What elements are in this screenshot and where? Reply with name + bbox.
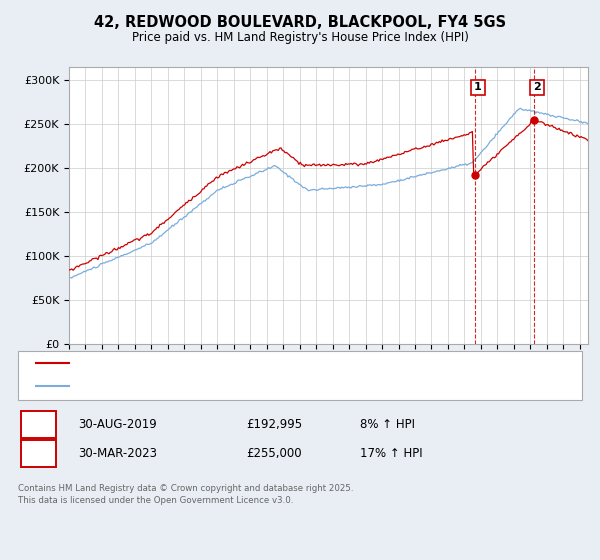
Text: Contains HM Land Registry data © Crown copyright and database right 2025.
This d: Contains HM Land Registry data © Crown c… (18, 484, 353, 505)
Text: 30-MAR-2023: 30-MAR-2023 (78, 447, 157, 460)
Text: 42, REDWOOD BOULEVARD, BLACKPOOL, FY4 5GS: 42, REDWOOD BOULEVARD, BLACKPOOL, FY4 5G… (94, 15, 506, 30)
Text: Price paid vs. HM Land Registry's House Price Index (HPI): Price paid vs. HM Land Registry's House … (131, 31, 469, 44)
Text: £192,995: £192,995 (246, 418, 302, 431)
Text: 30-AUG-2019: 30-AUG-2019 (78, 418, 157, 431)
Text: 8% ↑ HPI: 8% ↑ HPI (360, 418, 415, 431)
Text: 2: 2 (533, 82, 541, 92)
Text: 1: 1 (34, 418, 43, 431)
Text: HPI: Average price, detached house, Blackpool: HPI: Average price, detached house, Blac… (75, 381, 331, 391)
Text: £255,000: £255,000 (246, 447, 302, 460)
Text: 17% ↑ HPI: 17% ↑ HPI (360, 447, 422, 460)
Text: 42, REDWOOD BOULEVARD, BLACKPOOL, FY4 5GS (detached house): 42, REDWOOD BOULEVARD, BLACKPOOL, FY4 5G… (75, 358, 451, 368)
Text: 1: 1 (474, 82, 482, 92)
Text: 2: 2 (34, 447, 43, 460)
